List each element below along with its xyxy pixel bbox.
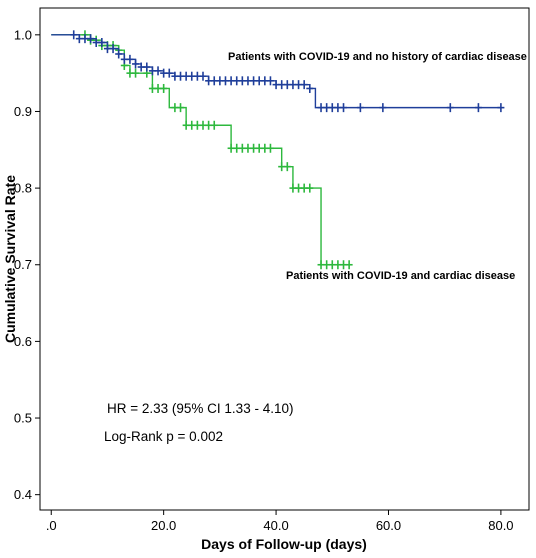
x-axis: .0 20.0 40.0 60.0 80.0	[46, 510, 514, 533]
x-tick-label: 60.0	[376, 518, 401, 533]
series-cardiac	[51, 30, 353, 270]
logrank-annotation: Log-Rank p = 0.002	[104, 429, 223, 444]
y-tick-label: 0.4	[14, 487, 32, 502]
y-axis-title: Cumulative Survival Rate	[2, 175, 18, 343]
x-axis-title: Days of Follow-up (days)	[201, 536, 367, 552]
series-label-cardiac: Patients with COVID-19 and cardiac disea…	[286, 270, 515, 282]
series-label-no-cardiac: Patients with COVID-19 and no history of…	[228, 51, 527, 63]
survival-curve-cardiac	[51, 34, 350, 266]
y-tick-label: 0.9	[14, 104, 32, 119]
series-no_cardiac	[51, 30, 505, 113]
hr-annotation: HR = 2.33 (95% CI 1.33 - 4.10)	[107, 401, 293, 416]
y-tick-label: 0.5	[14, 411, 32, 426]
y-tick-label: 0.8	[14, 181, 32, 196]
x-tick-label: 80.0	[488, 518, 513, 533]
y-tick-label: 0.7	[14, 257, 32, 272]
x-tick-label: .0	[46, 518, 57, 533]
plot-frame	[39, 7, 530, 511]
x-tick-label: 20.0	[151, 518, 176, 533]
y-tick-label: 0.6	[14, 334, 32, 349]
y-tick-label: 1.0	[14, 27, 32, 42]
y-axis: 0.4 0.5 0.6 0.7 0.8 0.9 1.0	[14, 27, 40, 502]
x-tick-label: 40.0	[263, 518, 288, 533]
series-layer	[51, 30, 505, 270]
